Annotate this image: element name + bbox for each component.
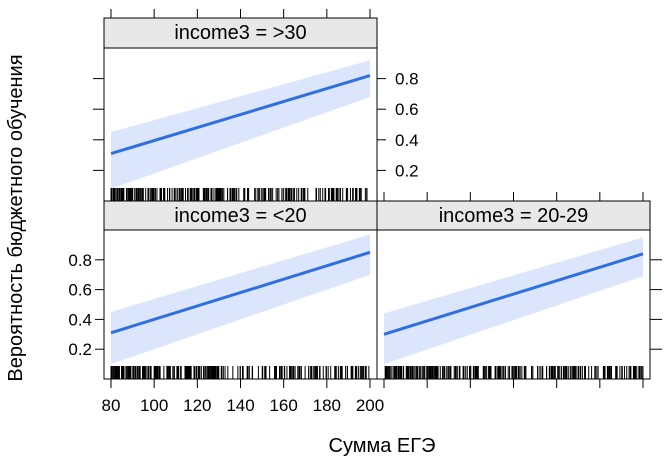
rug-marks <box>110 366 370 379</box>
y-tick-label: 0.8 <box>68 251 92 270</box>
y-tick-label: 0.6 <box>68 281 92 300</box>
panel-strip <box>103 200 378 231</box>
x-tick-label: 160 <box>269 396 297 415</box>
confidence-band <box>111 60 370 189</box>
fit-line <box>110 250 371 335</box>
y-ticks <box>650 259 662 350</box>
panel-strip <box>103 17 378 49</box>
strip-label: income3 = <20 <box>174 205 306 227</box>
panel-3: income3 = 20-29 <box>376 192 662 388</box>
x-ticks <box>383 192 644 388</box>
x-tick-label: 120 <box>183 396 211 415</box>
y-tick-label: 0.4 <box>395 131 419 150</box>
panel-2: income3 = <20 0.2 0.4 0.6 0.8 80 100 120 140 160 1… <box>68 200 384 415</box>
confidence-band <box>111 234 370 365</box>
rug-marks <box>384 366 644 379</box>
y-tick-label: 0.4 <box>68 310 92 329</box>
confidence-band <box>384 237 643 365</box>
x-tick-label: 140 <box>226 396 254 415</box>
strip-label: income3 = 20-29 <box>439 205 589 227</box>
y-tick-label: 0.6 <box>395 100 419 119</box>
rug-marks <box>110 188 368 201</box>
x-ticks <box>110 9 371 18</box>
x-tick-label: 180 <box>313 396 341 415</box>
y-tick-label: 0.2 <box>395 161 419 180</box>
y-ticks <box>95 259 104 350</box>
x-tick-label: 200 <box>356 396 384 415</box>
panel-strip <box>376 200 651 231</box>
panel-1: income3 = >30 0.2 0.4 0.6 0.8 <box>93 9 419 202</box>
y-ticks <box>93 78 386 171</box>
x-axis-label: Сумма ЕГЭ <box>329 435 436 457</box>
strip-label: income3 = >30 <box>174 22 306 44</box>
fit-line <box>383 252 644 336</box>
x-tick-label: 100 <box>140 396 168 415</box>
y-axis-label: Вероятность бюджетного обучения <box>5 54 27 381</box>
fit-line <box>110 74 371 156</box>
x-ticks <box>110 379 371 388</box>
y-tick-label: 0.8 <box>395 70 419 89</box>
x-tick-label: 80 <box>102 396 121 415</box>
y-tick-label: 0.2 <box>68 340 92 359</box>
